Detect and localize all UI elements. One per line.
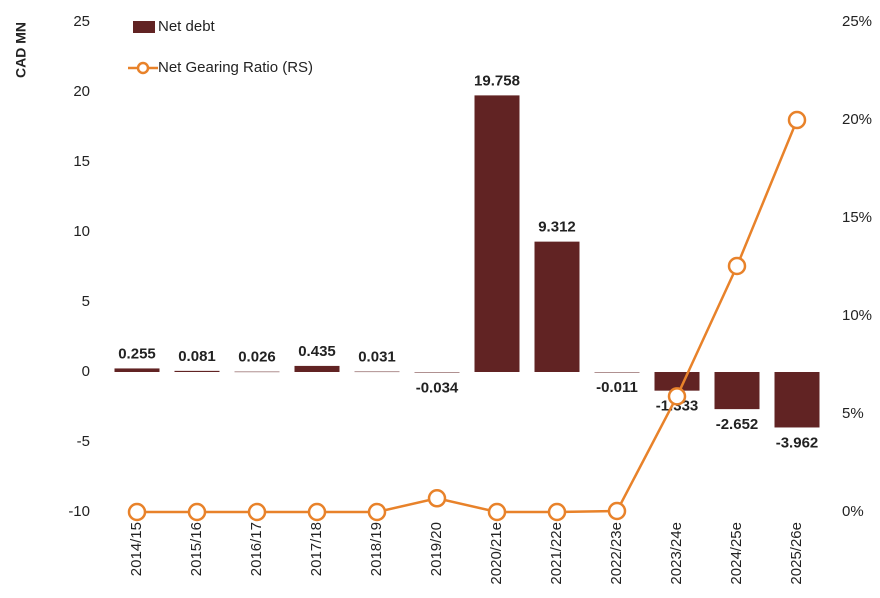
x-tick-label: 2015/16 [188, 522, 205, 576]
bar [774, 372, 820, 428]
line-marker [427, 489, 447, 508]
line-marker [667, 387, 687, 406]
value-label: -0.034 [416, 379, 459, 396]
value-label: 9.312 [538, 219, 576, 236]
x-tick-label: 2019/20 [428, 522, 445, 576]
line [137, 119, 799, 514]
value-label: 0.435 [298, 343, 336, 360]
x-tick-label: 2023/24e [668, 522, 685, 585]
line-marker [367, 502, 387, 522]
line-marker [787, 110, 807, 130]
line-marker [487, 502, 507, 522]
bar [594, 372, 640, 373]
x-tick-label: 2025/26e [788, 522, 805, 585]
value-label: 0.081 [178, 348, 216, 365]
y-tick-label: -10 [68, 503, 90, 520]
value-label: -0.011 [596, 379, 638, 396]
x-tick-label: 2014/15 [128, 522, 145, 576]
line-marker [127, 502, 147, 522]
value-label: 0.026 [238, 349, 276, 366]
line-marker [307, 502, 327, 522]
bar [114, 368, 160, 372]
bar [534, 241, 580, 372]
bar [294, 365, 340, 372]
y2-tick-label: 10% [842, 307, 872, 324]
value-label: 19.758 [474, 72, 520, 89]
value-label: 0.031 [358, 349, 396, 366]
value-label: 0.255 [118, 345, 156, 362]
y-tick-label: 5 [82, 293, 90, 310]
y-tick-label: 25 [73, 13, 90, 30]
y2-tick-label: 15% [842, 209, 872, 226]
line-marker [247, 502, 267, 522]
line-marker [187, 502, 207, 522]
line-marker [607, 501, 627, 521]
y2-tick-label: 25% [842, 13, 872, 30]
bar [234, 371, 280, 373]
y-tick-label: 15 [73, 153, 90, 170]
bar [654, 372, 700, 391]
value-label: -2.652 [716, 416, 759, 433]
legend-label: Net debt [158, 18, 216, 35]
y2-tick-label: 5% [842, 405, 864, 422]
value-label: -3.962 [776, 434, 819, 451]
legend-swatch [133, 21, 155, 33]
y-tick-label: 10 [73, 223, 90, 240]
bar [414, 372, 460, 373]
line-marker [727, 256, 747, 276]
x-tick-label: 2024/25e [728, 522, 745, 585]
y-tick-label: 0 [82, 363, 90, 380]
bar [354, 371, 400, 373]
y2-tick-label: 20% [842, 111, 872, 128]
x-tick-label: 2018/19 [368, 522, 385, 576]
y2-tick-label: 0% [842, 503, 864, 520]
x-tick-label: 2022/23e [608, 522, 625, 585]
bar [714, 372, 760, 410]
bar [174, 370, 220, 372]
legend-swatch [136, 61, 150, 75]
x-tick-label: 2017/18 [308, 522, 325, 576]
line-marker [547, 502, 567, 522]
bar [474, 95, 520, 372]
y-tick-label: 20 [73, 83, 90, 100]
legend-label: Net Gearing Ratio (RS) [158, 59, 313, 76]
x-tick-label: 2016/17 [248, 522, 265, 576]
y-tick-label: -5 [77, 433, 90, 450]
x-tick-label: 2021/22e [548, 522, 565, 585]
value-label: -1.333 [656, 398, 699, 415]
y-axis-label: CAD MN [13, 22, 29, 78]
x-tick-label: 2020/21e [488, 522, 505, 585]
